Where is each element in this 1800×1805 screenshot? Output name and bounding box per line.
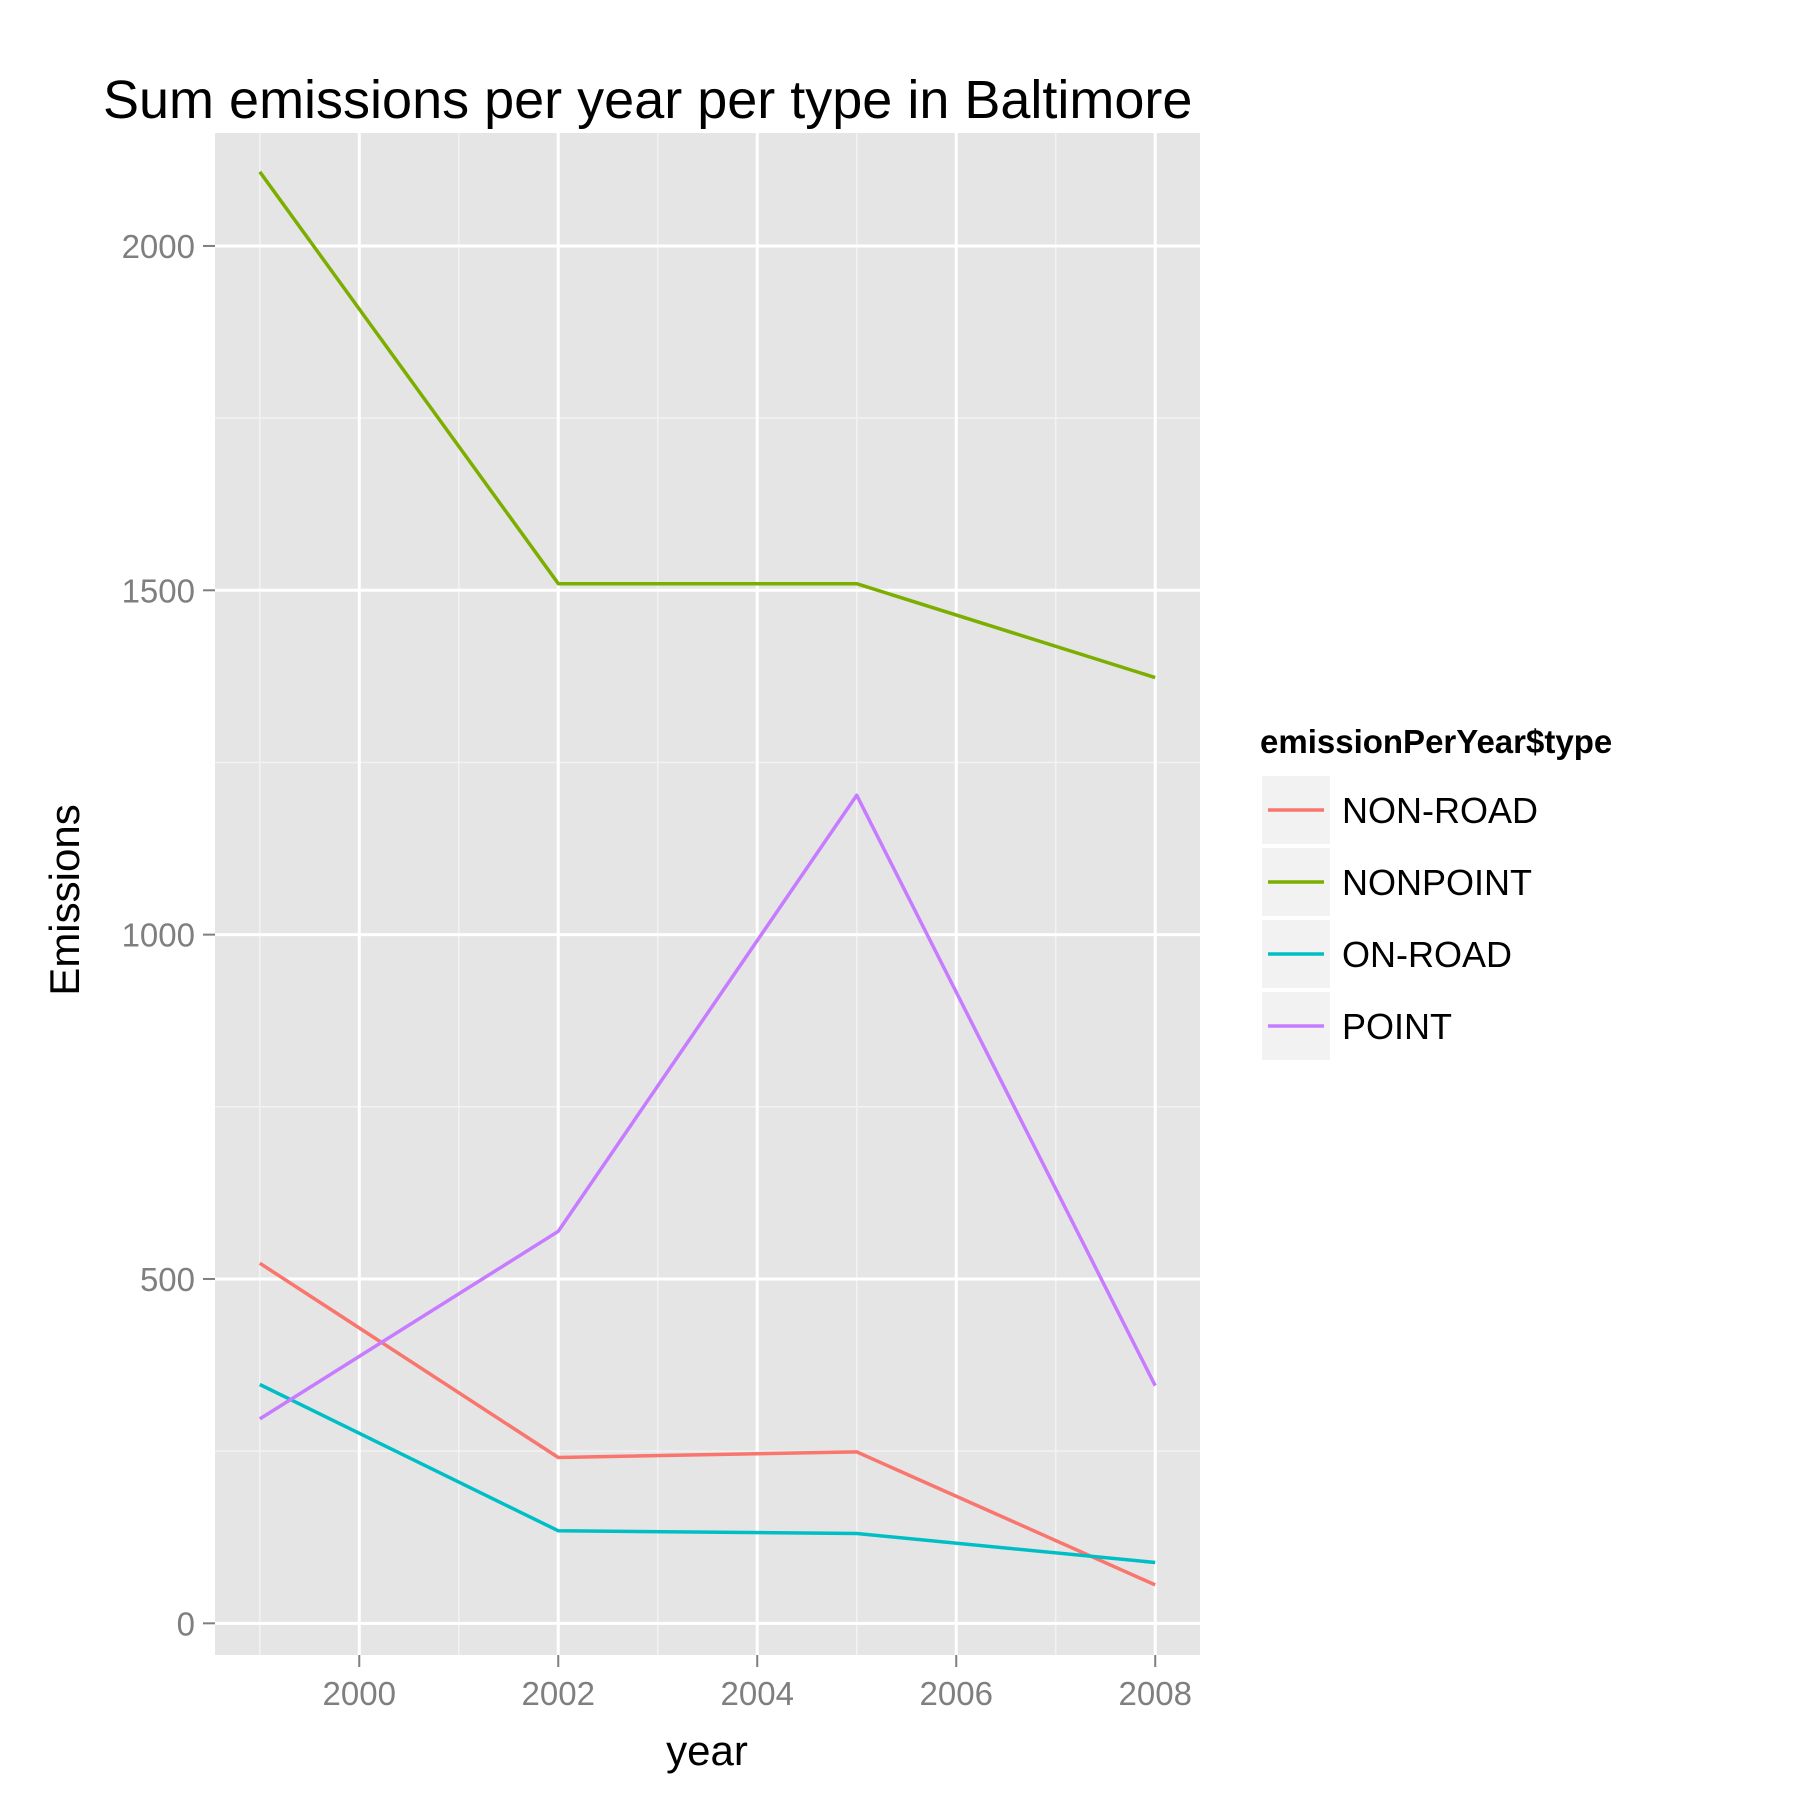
series-line-on-road [259,1382,1156,1565]
x-tick-label: 2006 [920,1675,993,1712]
y-axis-title: Emissions [41,804,88,995]
series-line-point [258,793,1157,1421]
axes: 0 500 1000 1500 2000 2000 2002 2004 2006 2008 [122,228,1192,1712]
x-tick-label: 2000 [323,1675,396,1712]
plot-panel [215,133,1200,1655]
series-line-nonpoint [258,170,1156,680]
x-tick-label: 2002 [522,1675,595,1712]
y-tick-label: 0 [177,1605,195,1642]
legend-label-on-road: ON-ROAD [1342,934,1512,975]
series-lines [258,170,1157,1587]
legend-title: emissionPerYear$type [1260,723,1612,760]
x-axis-title: year [666,1727,748,1774]
series-line-non-road [258,1261,1156,1587]
legend-label-nonpoint: NONPOINT [1342,862,1532,903]
y-tick-label: 500 [140,1261,195,1298]
y-tick-label: 1000 [122,917,195,954]
x-tick-label: 2008 [1119,1675,1192,1712]
y-tick-label: 1500 [122,572,195,609]
legend: emissionPerYear$type NON-ROAD NONPOINT ON-… [1260,723,1612,1060]
legend-label-non-road: NON-ROAD [1342,790,1538,831]
panel-background [215,133,1200,1655]
chart-title: Sum emissions per year per type in Balti… [103,70,1192,130]
x-tick-label: 2004 [721,1675,794,1712]
y-tick-label: 2000 [122,228,195,265]
legend-label-point: POINT [1342,1006,1452,1047]
